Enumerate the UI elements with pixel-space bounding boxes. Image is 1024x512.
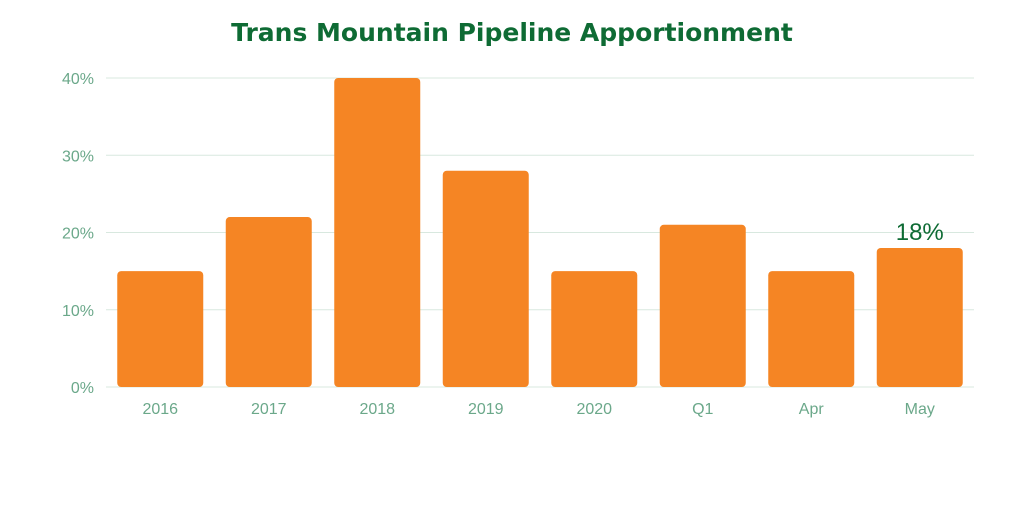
x-tick-label: Q1 bbox=[692, 401, 713, 418]
bar-2020 bbox=[551, 271, 638, 387]
bars bbox=[117, 78, 963, 387]
x-tick-label: 2018 bbox=[359, 401, 395, 418]
x-axis: 2016 2017 2018 2019 2020 Q1 Apr May bbox=[142, 401, 934, 418]
chart-title: Trans Mountain Pipeline Apportionment bbox=[231, 18, 793, 47]
x-tick-label: 2019 bbox=[468, 401, 504, 418]
y-tick-label: 10% bbox=[62, 303, 94, 320]
y-axis: 0% 10% 20% 30% 40% bbox=[62, 71, 94, 397]
bar-2016 bbox=[117, 271, 204, 387]
y-tick-label: 20% bbox=[62, 226, 94, 243]
x-tick-label: Apr bbox=[799, 401, 825, 418]
x-tick-label: 2020 bbox=[576, 401, 612, 418]
x-tick-label: May bbox=[905, 401, 935, 418]
bar-2018 bbox=[334, 78, 421, 387]
y-tick-label: 0% bbox=[71, 380, 94, 397]
bar-apr bbox=[768, 271, 855, 387]
bar-may bbox=[876, 247, 963, 387]
data-labels: 18% bbox=[896, 219, 944, 246]
x-tick-label: 2016 bbox=[142, 401, 178, 418]
y-tick-label: 40% bbox=[62, 71, 94, 88]
x-tick-label: 2017 bbox=[251, 401, 287, 418]
y-tick-label: 30% bbox=[62, 148, 94, 165]
bar-q1 bbox=[659, 224, 746, 387]
data-label: 18% bbox=[896, 219, 944, 246]
bar-2017 bbox=[225, 217, 312, 387]
bar-2019 bbox=[442, 170, 529, 387]
